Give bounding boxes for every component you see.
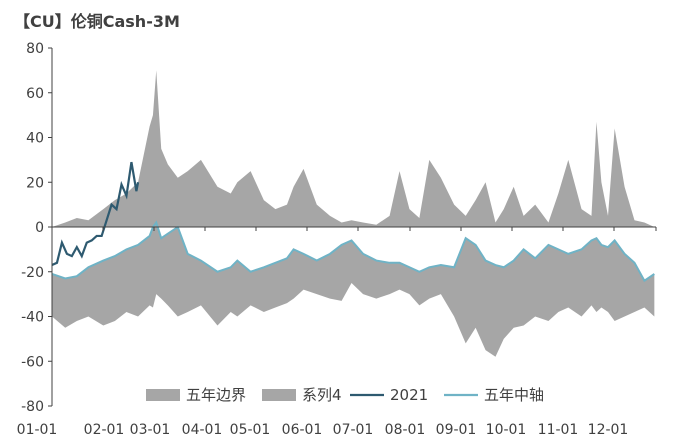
y-tick-label: 20 <box>26 175 44 191</box>
y-tick-label: 80 <box>26 41 44 57</box>
legend-swatch <box>146 389 180 401</box>
y-tick-label: -60 <box>21 354 44 370</box>
x-tick-label: 03-01 <box>130 422 171 438</box>
lower-band-area <box>52 222 655 357</box>
x-tick-label: 01-01 <box>17 422 58 438</box>
legend-swatch <box>262 389 296 401</box>
series-mid-line <box>51 220 655 283</box>
x-tick-label: 05-01 <box>230 422 271 438</box>
chart-title: 【CU】伦铜Cash-3M <box>14 12 180 31</box>
band-layer <box>52 70 655 357</box>
upper-band-area <box>52 70 655 227</box>
x-tick-label: 02-01 <box>84 422 125 438</box>
y-tick-label: -20 <box>21 265 44 281</box>
x-tick-label: 12-01 <box>588 422 629 438</box>
legend-label: 五年边界 <box>186 386 246 404</box>
y-tick-label: 60 <box>26 86 44 102</box>
axis-layer: 80 60 40 20 0 -20 -40 -60 -80 01-01 02-01 03-01 04-0… <box>17 41 657 438</box>
series-2021-line <box>51 161 140 267</box>
x-tick-label: 09-01 <box>436 422 477 438</box>
x-tick-label: 11-01 <box>538 422 579 438</box>
x-tick-label: 07-01 <box>333 422 374 438</box>
x-tick-label: 04-01 <box>182 422 223 438</box>
x-tick-label: 08-01 <box>385 422 426 438</box>
y-tick-label: -80 <box>21 399 44 415</box>
legend-label: 五年中轴 <box>484 386 544 404</box>
y-tick-label: 0 <box>35 220 44 236</box>
legend-label: 2021 <box>390 386 428 404</box>
y-tick-label: -40 <box>21 310 44 326</box>
legend: 五年边界 系列4 2021 五年中轴 <box>146 386 544 404</box>
x-tick-label: 10-01 <box>486 422 527 438</box>
legend-label: 系列4 <box>302 386 342 404</box>
y-tick-label: 40 <box>26 131 44 147</box>
x-tick-label: 06-01 <box>282 422 323 438</box>
line-layer <box>51 161 655 283</box>
